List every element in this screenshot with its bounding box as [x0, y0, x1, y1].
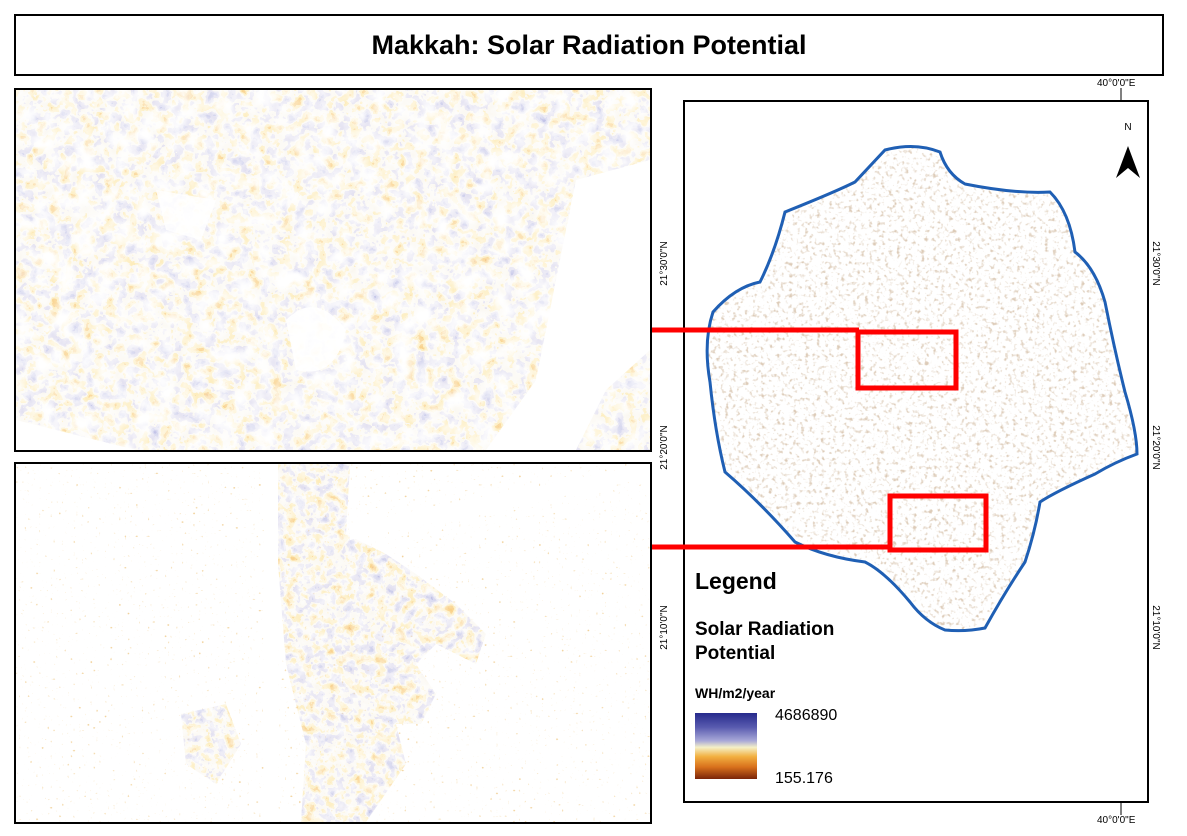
legend-subtitle-line2: Potential	[695, 643, 776, 664]
legend-subtitle-line1: Solar Radiation	[695, 619, 835, 640]
lat-label-right-2: 21°20'0"N	[1149, 425, 1161, 470]
map-title: Makkah: Solar Radiation Potential	[371, 29, 807, 60]
highlight-box-bottom	[887, 493, 989, 553]
lat-label-right-3: 21°10'0"N	[1149, 605, 1161, 650]
title-box: Makkah: Solar Radiation Potential	[14, 14, 1164, 76]
main-map-canvas: N	[705, 122, 1140, 633]
legend-max-value: 4686890	[775, 707, 838, 724]
lat-label-right-1: 21°30'0"N	[1149, 241, 1161, 286]
main-map: N	[683, 100, 1149, 803]
legend-color-ramp	[695, 713, 757, 779]
legend-units: WH/m2/year	[695, 685, 776, 701]
lat-label-left-1: 21°30'0"N	[658, 241, 670, 286]
lon-label-top: 40°0'0"E	[1097, 78, 1136, 89]
lon-label-bottom: 40°0'0"E	[1097, 815, 1136, 826]
north-arrow: N	[1116, 122, 1140, 178]
inset-map-top	[14, 88, 652, 452]
legend-min-value: 155.176	[775, 770, 833, 787]
highlight-box-top	[855, 329, 959, 391]
lat-label-left-3: 21°10'0"N	[658, 605, 670, 650]
makkah-boundary	[705, 145, 1139, 633]
lat-label-left-2: 21°20'0"N	[658, 425, 670, 470]
inset-top-raster	[16, 90, 650, 450]
inset-bottom-raster	[16, 464, 650, 822]
inset-map-bottom	[14, 462, 652, 824]
north-arrow-label: N	[1124, 122, 1131, 133]
legend-title: Legend	[695, 568, 777, 594]
legend-subtitle: Solar Radiation Potential	[695, 618, 834, 666]
